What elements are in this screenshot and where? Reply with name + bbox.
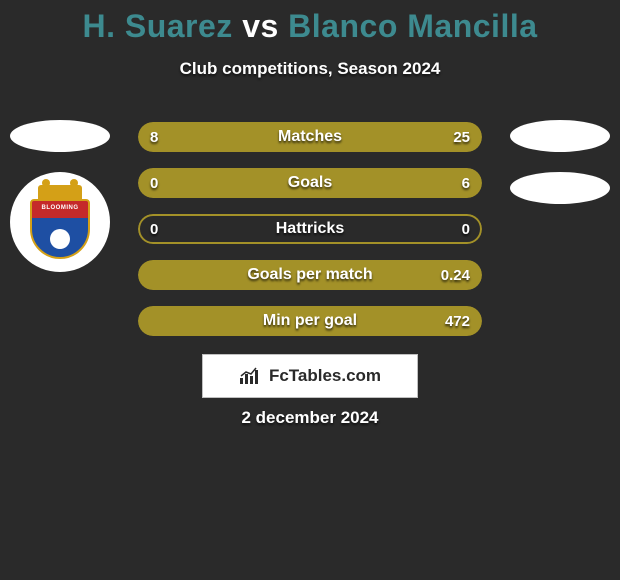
stat-row: Goals per match0.24 bbox=[138, 260, 482, 290]
crest-shield-icon: BLOOMING bbox=[30, 199, 90, 259]
player-b-name: Blanco Mancilla bbox=[288, 8, 537, 44]
crest-crown-icon bbox=[38, 185, 82, 199]
comparison-infographic: H. Suarez vs Blanco Mancilla Club compet… bbox=[0, 0, 620, 580]
stat-bars: Matches825Goals06Hattricks00Goals per ma… bbox=[138, 122, 482, 352]
stat-label: Min per goal bbox=[138, 306, 482, 336]
stat-value-right: 472 bbox=[445, 306, 470, 336]
stat-label: Hattricks bbox=[138, 214, 482, 244]
player-a-name: H. Suarez bbox=[82, 8, 232, 44]
avatar-placeholder-right-2 bbox=[510, 172, 610, 204]
stat-row: Min per goal472 bbox=[138, 306, 482, 336]
bar-chart-icon bbox=[239, 367, 263, 385]
stat-value-left: 8 bbox=[150, 122, 158, 152]
page-title: H. Suarez vs Blanco Mancilla bbox=[0, 0, 620, 45]
avatar-placeholder-left bbox=[10, 120, 110, 152]
subtitle: Club competitions, Season 2024 bbox=[0, 59, 620, 79]
stat-row: Matches8 25 bbox=[138, 122, 482, 152]
stat-value-right: 0 bbox=[462, 214, 470, 244]
stat-value-right: 0.24 bbox=[441, 260, 470, 290]
vs-separator: vs bbox=[242, 8, 279, 44]
stat-value-right: 6 bbox=[462, 168, 470, 198]
crest-top-text: BLOOMING bbox=[32, 205, 88, 211]
stat-row: Hattricks0 0 bbox=[138, 214, 482, 244]
stat-value-left: 0 bbox=[150, 168, 158, 198]
stat-label: Goals bbox=[138, 168, 482, 198]
avatar-placeholder-right-1 bbox=[510, 120, 610, 152]
stat-label: Goals per match bbox=[138, 260, 482, 290]
stat-row: Goals0 6 bbox=[138, 168, 482, 198]
stat-value-left: 0 bbox=[150, 214, 158, 244]
stat-value-right: 25 bbox=[453, 122, 470, 152]
attribution-text: FcTables.com bbox=[269, 366, 381, 386]
crest-ball-icon bbox=[50, 229, 70, 249]
club-crest: BLOOMING bbox=[10, 172, 110, 272]
date-text: 2 december 2024 bbox=[0, 408, 620, 428]
stat-label: Matches bbox=[138, 122, 482, 152]
attribution-badge: FcTables.com bbox=[202, 354, 418, 398]
